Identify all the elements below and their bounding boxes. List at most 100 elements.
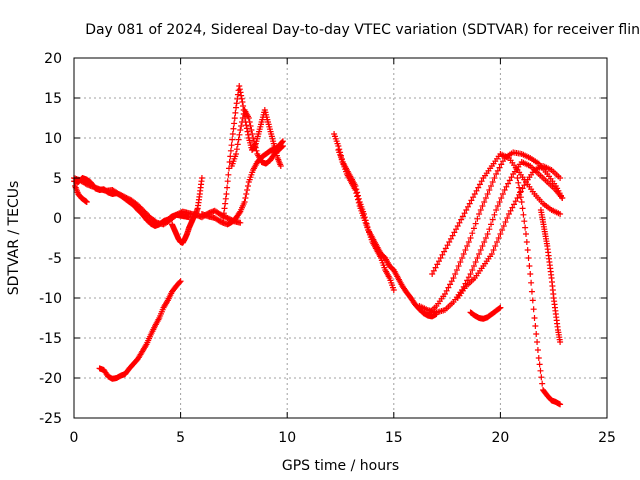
y-tick-label: 20 bbox=[44, 51, 62, 67]
data-point bbox=[472, 220, 479, 227]
data-point bbox=[537, 367, 544, 374]
data-point bbox=[499, 227, 506, 233]
data-point bbox=[476, 251, 483, 257]
data-point bbox=[474, 215, 481, 222]
data-point bbox=[237, 219, 244, 226]
data-point bbox=[498, 161, 505, 168]
series-arc-d-dip bbox=[169, 175, 205, 246]
data-point bbox=[237, 89, 244, 96]
data-point bbox=[497, 304, 504, 311]
data-point bbox=[557, 175, 564, 181]
data-point bbox=[517, 188, 524, 195]
data-point bbox=[493, 207, 500, 213]
x-tick-label: 15 bbox=[385, 430, 403, 446]
data-point bbox=[447, 281, 454, 288]
data-point bbox=[452, 271, 459, 277]
data-point bbox=[526, 263, 533, 269]
data-point bbox=[489, 216, 496, 223]
data-point bbox=[481, 239, 488, 245]
data-point bbox=[233, 151, 240, 157]
data-point bbox=[479, 203, 486, 209]
data-point bbox=[521, 182, 528, 189]
data-point bbox=[457, 259, 464, 265]
data-point bbox=[279, 143, 286, 150]
data-point bbox=[511, 201, 518, 208]
data-point bbox=[451, 229, 458, 236]
data-point bbox=[250, 138, 257, 145]
data-point bbox=[248, 127, 255, 133]
data-point bbox=[454, 223, 461, 229]
data-point bbox=[244, 187, 251, 193]
data-point bbox=[83, 199, 90, 205]
data-point bbox=[475, 184, 482, 191]
y-tick-label: 0 bbox=[53, 211, 62, 227]
data-point bbox=[476, 181, 483, 188]
data-point bbox=[470, 225, 477, 232]
data-point bbox=[277, 163, 284, 169]
data-point bbox=[514, 175, 521, 181]
data-point bbox=[493, 171, 500, 177]
data-point bbox=[505, 211, 512, 217]
data-point bbox=[445, 284, 452, 291]
data-point bbox=[474, 255, 481, 261]
data-point bbox=[455, 263, 462, 269]
data-point bbox=[245, 115, 252, 121]
data-point bbox=[466, 200, 473, 207]
data-point bbox=[252, 144, 259, 151]
data-point bbox=[486, 226, 493, 233]
data-point bbox=[477, 207, 484, 213]
data-point bbox=[354, 192, 361, 199]
data-point bbox=[229, 136, 236, 143]
data-point bbox=[535, 355, 542, 361]
data-point bbox=[231, 120, 238, 127]
data-point bbox=[499, 158, 506, 165]
data-point bbox=[177, 278, 184, 285]
data-point bbox=[464, 203, 471, 210]
data-point bbox=[491, 211, 498, 218]
x-tick-label: 5 bbox=[176, 430, 185, 446]
data-point bbox=[502, 219, 509, 225]
data-point bbox=[529, 297, 536, 304]
y-tick-label: 10 bbox=[44, 131, 62, 147]
series-arc-p-drop bbox=[514, 175, 564, 408]
data-point bbox=[492, 243, 499, 249]
data-point bbox=[437, 255, 444, 261]
data-point bbox=[240, 103, 247, 109]
data-point bbox=[225, 171, 232, 178]
series-arc-m-rise bbox=[429, 151, 564, 277]
data-point bbox=[503, 183, 510, 190]
data-point bbox=[354, 189, 361, 196]
data-point bbox=[557, 339, 564, 345]
data-point bbox=[525, 255, 532, 261]
data-point bbox=[432, 264, 439, 271]
data-point bbox=[236, 209, 243, 216]
data-point bbox=[453, 226, 460, 233]
data-point bbox=[481, 199, 488, 205]
data-point bbox=[496, 164, 503, 171]
data-point bbox=[484, 191, 491, 197]
data-point bbox=[353, 186, 360, 193]
data-point bbox=[559, 195, 566, 201]
data-point bbox=[536, 361, 543, 368]
y-tick-label: -5 bbox=[48, 251, 62, 267]
data-point bbox=[459, 213, 466, 220]
data-point bbox=[361, 214, 368, 221]
data-point bbox=[471, 191, 478, 197]
data-point bbox=[508, 174, 515, 181]
data-point bbox=[461, 210, 468, 217]
data-point bbox=[230, 125, 237, 132]
data-point bbox=[516, 184, 523, 191]
data-point bbox=[512, 198, 519, 205]
data-point bbox=[363, 220, 370, 227]
data-point bbox=[514, 195, 521, 201]
x-tick-label: 20 bbox=[491, 430, 509, 446]
data-point bbox=[488, 183, 495, 189]
grid bbox=[74, 58, 607, 418]
data-point bbox=[449, 232, 456, 239]
data-point bbox=[456, 219, 463, 226]
y-tick-label: -20 bbox=[39, 371, 62, 387]
data-point bbox=[465, 274, 472, 281]
data-point bbox=[239, 115, 246, 121]
data-point bbox=[515, 179, 522, 186]
data-point bbox=[251, 141, 258, 148]
